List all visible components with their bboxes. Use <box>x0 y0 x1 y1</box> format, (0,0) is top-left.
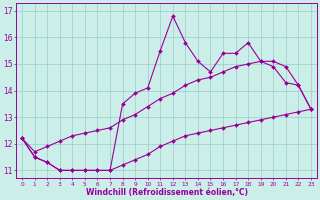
X-axis label: Windchill (Refroidissement éolien,°C): Windchill (Refroidissement éolien,°C) <box>85 188 248 197</box>
